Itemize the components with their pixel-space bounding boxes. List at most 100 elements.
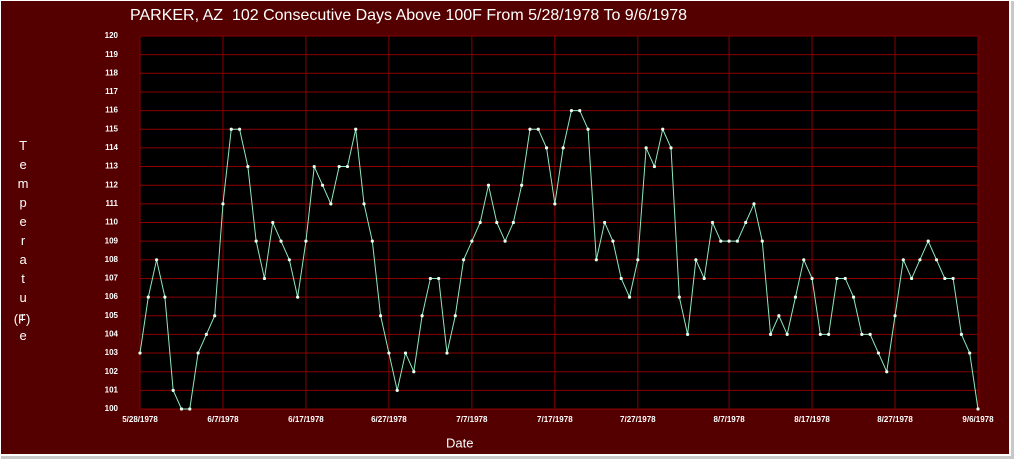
x-tick-label: 9/6/1978 [962, 415, 994, 424]
data-point [304, 239, 308, 243]
x-tick-label: 8/7/1978 [714, 415, 746, 424]
y-tick-label: 110 [105, 218, 118, 227]
data-point [453, 314, 457, 318]
data-point [287, 258, 291, 262]
data-point [918, 258, 922, 262]
data-point [461, 258, 466, 262]
data-point [943, 276, 947, 281]
data-point [478, 220, 482, 225]
data-point [553, 202, 557, 206]
data-point [818, 332, 822, 336]
data-point [138, 351, 142, 355]
data-point [586, 127, 590, 131]
data-point [619, 276, 623, 281]
data-point [627, 295, 632, 299]
data-point [146, 295, 150, 299]
y-tick-label: 104 [105, 330, 119, 339]
y-tick-label: 118 [105, 68, 118, 77]
data-point [694, 258, 698, 262]
data-point [561, 146, 565, 150]
data-point [337, 164, 341, 169]
data-point [835, 276, 839, 281]
data-point [686, 332, 690, 336]
y-tick-label: 101 [105, 385, 119, 394]
y-tick-label: 116 [105, 106, 118, 115]
data-point [154, 258, 159, 262]
data-point [885, 370, 889, 374]
data-point [296, 295, 300, 299]
data-point [412, 370, 416, 374]
data-point [934, 258, 939, 262]
data-point [603, 220, 607, 225]
data-point [827, 332, 831, 336]
y-tick-label: 117 [105, 87, 118, 96]
data-point [810, 276, 814, 281]
data-point [370, 239, 374, 243]
data-point [661, 127, 665, 131]
y-tick-label: 109 [105, 236, 119, 245]
y-tick-label: 102 [105, 367, 119, 376]
y-tick-label: 103 [105, 348, 119, 357]
y-tick-label: 106 [105, 292, 119, 301]
y-tick-label: 111 [106, 199, 119, 208]
data-point [520, 183, 524, 187]
data-point [968, 351, 972, 355]
data-point [528, 127, 532, 131]
grid [139, 35, 979, 410]
data-point [702, 276, 706, 281]
data-point [179, 407, 184, 411]
data-point [752, 202, 756, 206]
data-point [495, 220, 499, 225]
data-point [163, 295, 167, 299]
data-point [262, 276, 267, 281]
data-point [403, 351, 408, 355]
data-point [760, 239, 764, 243]
data-point [785, 332, 789, 336]
data-point [329, 202, 333, 206]
data-point [188, 407, 192, 411]
data-point [237, 127, 242, 131]
data-point [719, 239, 723, 243]
data-point [379, 314, 383, 318]
data-point [503, 239, 507, 243]
y-tick-label: 120 [105, 31, 119, 40]
data-point [354, 127, 358, 131]
data-point [611, 239, 615, 243]
x-tick-label: 7/7/1978 [456, 415, 488, 424]
data-point [710, 220, 715, 225]
x-tick-label: 6/7/1978 [207, 415, 239, 424]
data-point [271, 220, 275, 225]
x-tick-label: 5/28/1978 [122, 415, 158, 424]
x-tick-label: 8/27/1978 [877, 415, 913, 424]
data-point [802, 258, 806, 262]
data-point [312, 164, 316, 169]
data-point [860, 332, 864, 336]
data-point [777, 314, 781, 318]
data-point [445, 351, 449, 355]
data-point [768, 332, 773, 336]
data-point [652, 164, 657, 169]
data-point [793, 295, 798, 299]
data-point [677, 295, 681, 299]
y-tick-label: 108 [105, 255, 119, 264]
data-point [594, 258, 598, 262]
y-tick-label: 119 [105, 50, 118, 59]
data-point [345, 164, 350, 169]
data-point [578, 109, 582, 113]
data-point [204, 332, 208, 336]
data-point [569, 109, 574, 113]
data-point [395, 388, 399, 392]
data-point [420, 314, 424, 318]
data-point [511, 220, 515, 225]
data-point [843, 276, 847, 281]
x-tick-label: 6/27/1978 [371, 415, 407, 424]
data-point [229, 127, 233, 131]
y-tick-label: 114 [105, 143, 118, 152]
data-point [362, 202, 366, 206]
x-tick-label: 8/17/1978 [794, 415, 830, 424]
data-point [544, 146, 549, 150]
data-point [868, 332, 872, 336]
y-tick-label: 105 [105, 311, 119, 320]
x-axis-label: Date [446, 435, 473, 450]
data-point [851, 295, 856, 299]
